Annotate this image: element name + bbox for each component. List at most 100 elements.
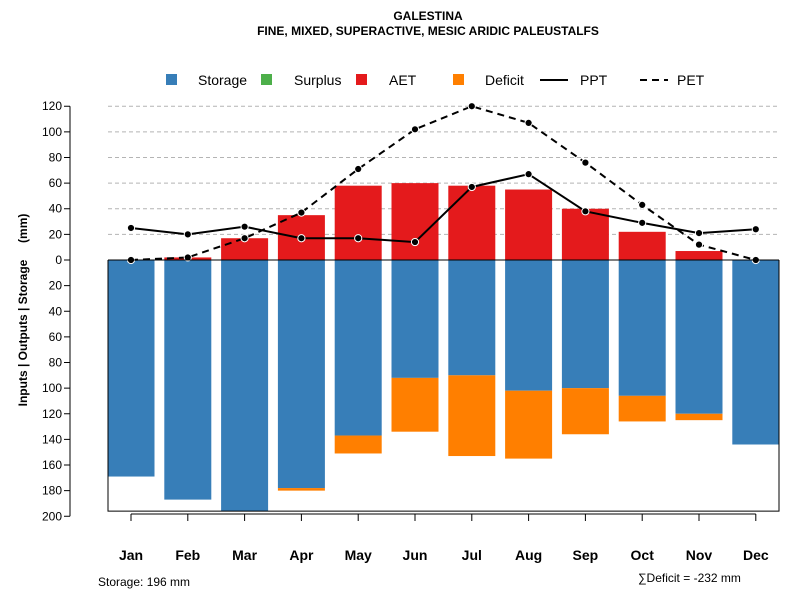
x-tick-label: Apr [289,547,314,563]
bar-deficit [334,435,382,454]
deficit-note: ∑Deficit = -232 mm [638,571,741,585]
point-pet [638,200,647,210]
x-tick-label: Feb [175,547,200,563]
point-ppt [524,170,533,179]
point-ppt [467,182,476,192]
point-pet [694,240,704,249]
point-ppt [751,225,760,234]
point-ppt [183,230,192,239]
point-ppt [240,222,249,231]
bar-deficit [277,488,325,491]
y-tick-label: 40 [49,202,63,216]
bar-deficit [391,377,439,432]
bar-aet [618,231,666,260]
y-tick-label: 200 [42,509,62,523]
bar-storage [448,260,496,376]
legend-swatch-surplus [261,74,272,85]
y-axis-label: Inputs | Outputs | Storage (mm) [16,214,30,407]
legend-swatch-aet [356,74,367,85]
bar-storage [675,260,723,414]
x-tick-label: Jan [119,547,143,563]
axes: 1201008060402002040608010012014016018020… [42,99,780,563]
point-ppt [354,234,363,243]
point-ppt [581,207,590,216]
point-ppt [694,228,704,238]
bar-deficit [675,413,723,421]
legend-label-ppt: PPT [580,72,608,88]
point-pet [297,208,306,217]
y-tick-label: 120 [42,407,62,421]
bar-deficit [505,390,553,459]
bar-storage [107,260,155,477]
y-tick-label: 60 [49,330,63,344]
y-tick-label: 160 [42,458,62,472]
point-ppt [297,234,306,243]
legend-label-deficit: Deficit [485,72,524,88]
bar-storage [164,260,212,500]
plot-frame [107,260,780,512]
bar-aet [448,185,496,260]
line-ppt [130,173,756,244]
legend-swatch-storage [166,74,177,85]
y-tick-label: 80 [49,356,63,370]
y-tick-label: 100 [42,381,62,395]
x-tick-label: Mar [232,547,257,563]
point-pet [524,118,533,128]
point-pet [240,234,249,243]
legend: Storage Surplus AET Deficit PPT PET [166,72,705,88]
x-tick-label: Nov [686,547,713,563]
x-tick-label: Oct [631,547,655,563]
bar-deficit [561,388,609,435]
bar-storage [561,260,609,389]
x-tick-label: Jul [462,547,482,563]
point-pet [410,125,420,134]
legend-label-pet: PET [677,72,705,88]
legend-swatch-deficit [453,74,464,85]
x-tick-label: May [345,547,372,563]
y-tick-label: 20 [49,279,63,293]
bar-aet [675,251,723,260]
bar-deficit [448,375,496,457]
bar-storage [618,260,666,396]
bar-storage [277,260,325,489]
point-ppt [126,223,136,233]
bar-aet [221,238,269,260]
chart-subtitle: FINE, MIXED, SUPERACTIVE, MESIC ARIDIC P… [257,24,599,38]
y-tick-label: 180 [42,484,62,498]
y-tick-label: 120 [42,99,62,113]
x-tick-label: Dec [743,547,769,563]
y-tick-label: 40 [49,304,63,318]
series-lines [126,102,760,265]
bar-storage [391,260,439,378]
bar-aet [505,189,553,260]
y-tick-label: 20 [49,227,63,241]
storage-note: Storage: 196 mm [98,575,190,589]
bar-aet [334,185,382,260]
bar-aet [561,208,609,260]
bar-storage [505,260,553,391]
x-tick-label: Aug [515,547,542,563]
point-pet [183,253,192,262]
y-tick-label: 140 [42,432,62,446]
x-tick-label: Sep [573,547,599,563]
bar-storage [221,260,269,512]
y-tick-label: 100 [42,125,62,139]
point-pet [467,102,476,111]
line-pet [130,105,757,261]
point-ppt [638,218,647,227]
legend-label-aet: AET [389,72,417,88]
point-pet [354,164,363,174]
bar-storage [334,260,382,436]
bar-deficit [618,395,666,422]
y-tick-label: 0 [55,253,62,267]
x-tick-label: Jun [403,547,428,563]
y-tick-label: 80 [49,150,63,164]
legend-label-surplus: Surplus [294,72,341,88]
y-tick-label: 60 [49,176,63,190]
bars [107,183,780,512]
point-pet [581,158,590,167]
legend-label-storage: Storage [198,72,247,88]
bar-storage [732,260,780,445]
point-ppt [410,237,420,247]
